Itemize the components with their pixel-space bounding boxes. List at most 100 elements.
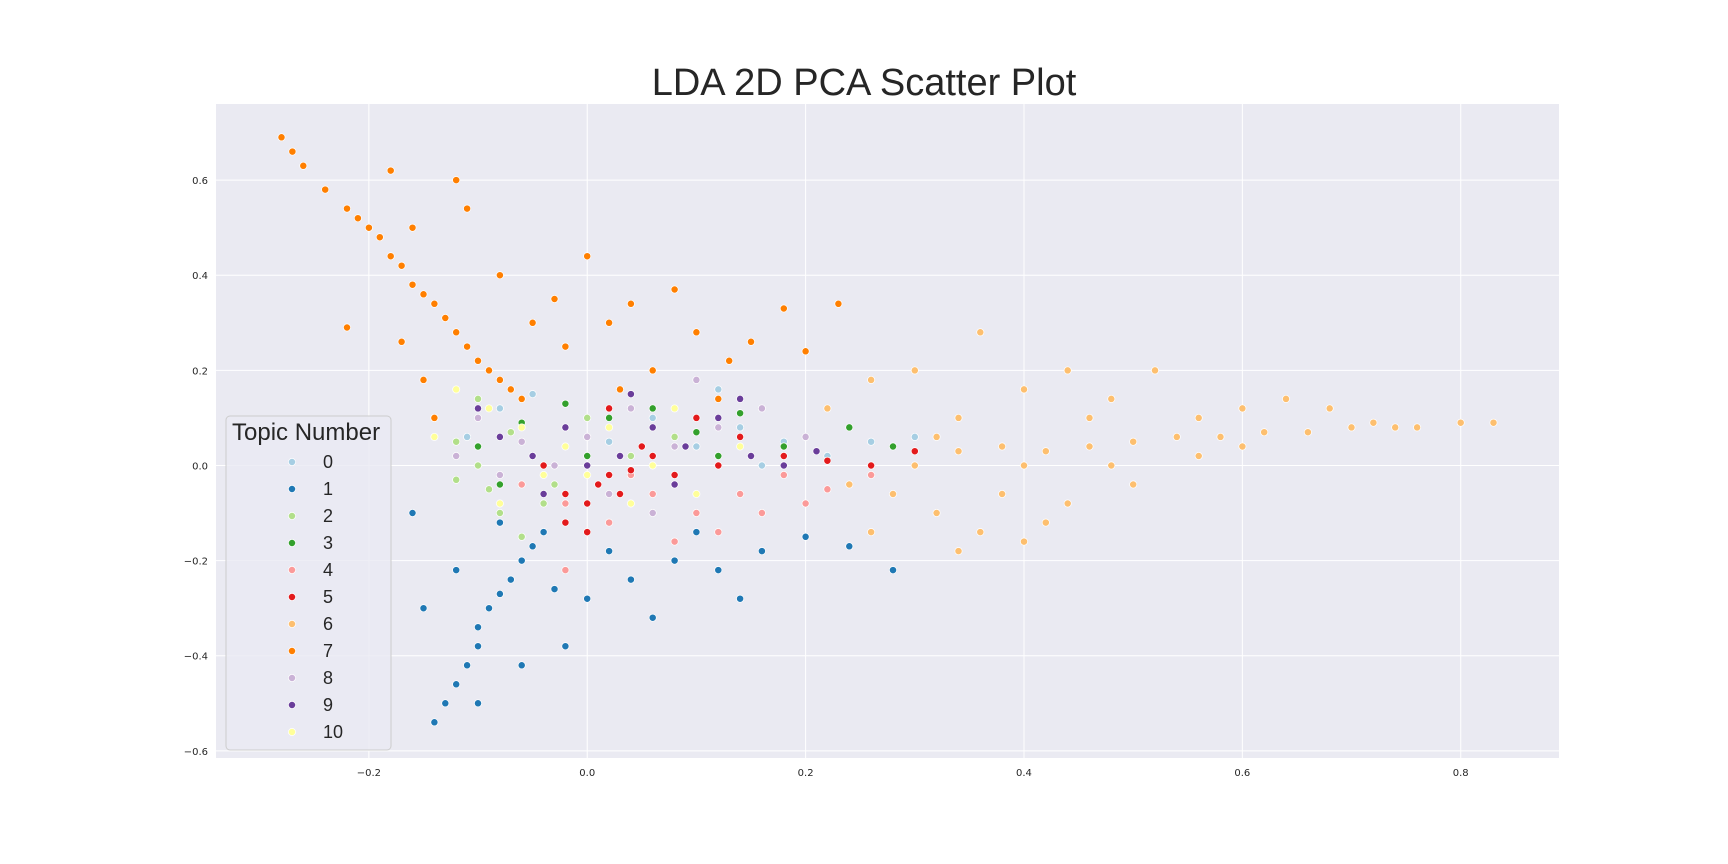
- data-point: [550, 480, 559, 489]
- data-point: [714, 461, 723, 470]
- data-point: [648, 404, 657, 413]
- data-point: [976, 528, 985, 537]
- data-point: [561, 342, 570, 351]
- data-point: [288, 147, 297, 156]
- legend-label: 9: [323, 695, 333, 715]
- data-point: [779, 304, 788, 313]
- data-point: [605, 437, 614, 446]
- data-point: [910, 461, 919, 470]
- data-point: [452, 475, 461, 484]
- data-point: [1413, 423, 1422, 432]
- legend-marker: [288, 539, 296, 547]
- tick-labels: −0.2 0.0 0.2 0.4 0.6 0.8 −0.6 −0.4 −0.2 0.0 0.2 0.4…: [184, 176, 1469, 779]
- data-point: [845, 480, 854, 489]
- data-point: [867, 437, 876, 446]
- data-point: [474, 394, 482, 403]
- data-point: [506, 428, 515, 437]
- data-point: [1020, 537, 1028, 546]
- data-point: [605, 423, 614, 432]
- data-point: [452, 680, 461, 689]
- data-point: [779, 452, 788, 460]
- data-point: [932, 509, 941, 517]
- data-point: [550, 585, 559, 594]
- data-point: [834, 299, 843, 308]
- data-point: [779, 471, 788, 479]
- data-point: [1238, 442, 1247, 451]
- data-point: [430, 413, 439, 422]
- data-point: [736, 594, 745, 603]
- data-point: [692, 375, 701, 384]
- data-point: [1172, 432, 1181, 441]
- data-point: [736, 394, 745, 403]
- data-point: [539, 471, 548, 479]
- data-point: [648, 613, 657, 622]
- data-point: [452, 437, 461, 446]
- data-point: [561, 499, 570, 508]
- x-tick-label: 0.2: [798, 768, 814, 779]
- data-point: [495, 375, 504, 384]
- legend-title: Topic Number: [232, 419, 380, 446]
- data-point: [474, 623, 482, 632]
- data-point: [561, 518, 570, 527]
- legend-marker: [288, 593, 296, 601]
- data-point: [408, 509, 417, 517]
- legend: Topic Number 0 1 2 3 4 5 6 7 8 9 10: [225, 415, 392, 751]
- series-topic-6: [823, 328, 1498, 556]
- data-point: [736, 432, 745, 441]
- data-point: [616, 452, 624, 460]
- data-point: [474, 699, 482, 708]
- data-point: [757, 509, 766, 517]
- data-point: [692, 328, 701, 337]
- y-tick-label: −0.4: [184, 652, 208, 663]
- data-point: [648, 423, 657, 432]
- legend-label: 7: [323, 641, 333, 661]
- data-point: [343, 204, 351, 213]
- chart-title: LDA 2D PCA Scatter Plot: [651, 62, 1077, 104]
- data-point: [386, 252, 395, 261]
- legend-label: 4: [323, 560, 333, 580]
- legend-label: 6: [323, 614, 333, 634]
- data-point: [561, 399, 570, 408]
- data-point: [714, 566, 723, 575]
- data-point: [463, 661, 472, 670]
- data-point: [408, 223, 417, 232]
- data-point: [528, 318, 537, 327]
- data-point: [637, 442, 646, 451]
- data-point: [867, 461, 876, 470]
- data-point: [605, 518, 614, 527]
- data-point: [583, 432, 592, 441]
- data-point: [517, 394, 526, 403]
- data-point: [1347, 423, 1356, 432]
- data-point: [692, 413, 701, 422]
- data-point: [801, 347, 810, 356]
- data-point: [823, 485, 832, 494]
- data-point: [626, 499, 635, 508]
- data-point: [539, 499, 548, 508]
- data-point: [616, 385, 624, 394]
- y-tick-label: −0.2: [184, 557, 208, 568]
- data-point: [648, 452, 657, 460]
- legend-marker: [288, 485, 296, 493]
- data-point: [626, 299, 635, 308]
- data-point: [932, 432, 941, 441]
- data-point: [528, 452, 537, 460]
- data-point: [474, 356, 482, 365]
- data-point: [823, 456, 832, 465]
- data-point: [1489, 418, 1498, 427]
- data-point: [747, 337, 755, 346]
- data-point: [779, 442, 788, 451]
- data-point: [539, 528, 548, 537]
- data-point: [343, 323, 351, 332]
- data-point: [386, 166, 395, 175]
- data-point: [605, 471, 614, 479]
- data-point: [670, 285, 679, 294]
- data-point: [495, 432, 504, 441]
- data-point: [867, 471, 876, 479]
- series-topic-4: [517, 471, 876, 575]
- x-tick-label: 0.6: [1234, 768, 1250, 779]
- legend-box: [225, 415, 392, 751]
- data-point: [605, 318, 614, 327]
- data-point: [408, 280, 417, 289]
- data-point: [605, 490, 614, 498]
- data-point: [517, 480, 526, 489]
